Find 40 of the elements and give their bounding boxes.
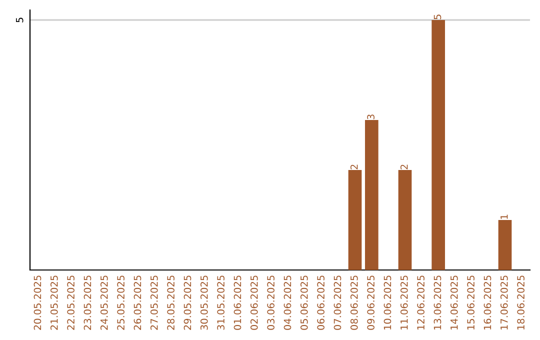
data-label: 3: [367, 114, 374, 120]
x-tick-label: 22.05.2025: [67, 276, 74, 330]
x-tick-label: 01.06.2025: [234, 276, 242, 330]
x-tick-label: 31.05.2025: [217, 276, 224, 330]
bar: [432, 20, 445, 270]
x-tick-label: 06.06.2025: [317, 276, 324, 330]
x-tick-label: 08.06.2025: [350, 276, 358, 330]
bar: [348, 170, 362, 270]
x-tick-label: 07.06.2025: [334, 276, 342, 330]
bar: [365, 120, 378, 270]
x-tick-label: 29.05.2025: [184, 276, 192, 330]
x-tick-label: 18.06.2025: [517, 276, 524, 330]
x-tick-label: 17.06.2025: [500, 276, 508, 330]
data-label: 5: [434, 14, 442, 20]
x-tick-label: 13.06.2025: [434, 276, 442, 330]
x-tick-label: 16.06.2025: [484, 276, 492, 330]
x-tick-label: 24.05.2025: [100, 276, 108, 330]
x-tick-label: 28.05.2025: [167, 276, 174, 330]
x-tick-label: 05.06.2025: [300, 276, 308, 330]
data-label: 1: [500, 214, 508, 219]
x-tick-label: 10.06.2025: [384, 276, 392, 330]
x-tick-label: 27.05.2025: [150, 276, 158, 330]
x-tick-label: 12.06.2025: [417, 276, 424, 330]
x-tick-label: 30.05.2025: [200, 276, 208, 330]
x-tick-label: 09.06.2025: [367, 276, 374, 330]
x-tick-label: 02.06.2025: [250, 276, 258, 330]
x-tick-label: 26.05.2025: [134, 276, 142, 330]
x-tick-label: 25.05.2025: [117, 276, 124, 330]
bar: [398, 170, 412, 270]
x-tick-label: 15.06.2025: [467, 276, 474, 330]
data-label: 2: [350, 164, 358, 170]
x-tick-label: 14.06.2025: [450, 276, 458, 330]
x-tick-label: 03.06.2025: [267, 276, 274, 330]
data-label: 2: [400, 164, 408, 170]
x-tick-label: 21.05.2025: [50, 276, 58, 330]
x-tick-label: 20.05.2025: [34, 276, 42, 330]
bar: [498, 220, 512, 270]
x-tick-label: 11.06.2025: [400, 276, 408, 330]
x-tick-label: 23.05.2025: [84, 276, 92, 330]
x-tick-label: 04.06.2025: [284, 276, 292, 330]
